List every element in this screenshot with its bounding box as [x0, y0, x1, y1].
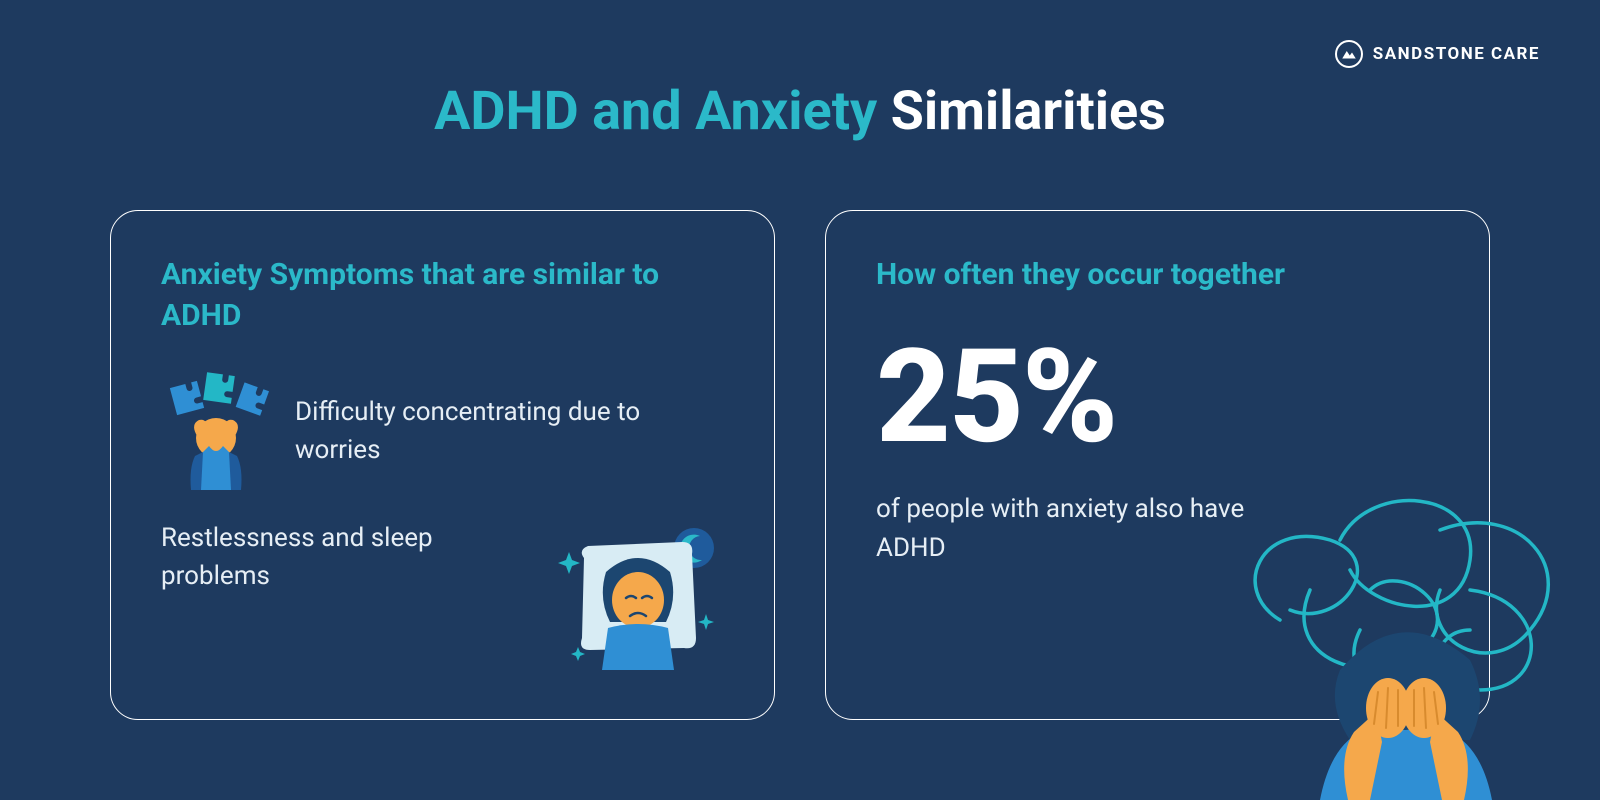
stressed-person-scribble-icon	[1220, 480, 1580, 800]
infographic-canvas: SANDSTONE CARE ADHD and Anxiety Similari…	[0, 0, 1600, 800]
title-accent: ADHD and Anxiety	[434, 80, 877, 143]
stat-caption: of people with anxiety also have ADHD	[876, 490, 1256, 568]
symptom-item: Difficulty concentrating due to worries	[161, 372, 724, 492]
brand-logo: SANDSTONE CARE	[1335, 40, 1540, 68]
symptoms-panel: Anxiety Symptoms that are similar to ADH…	[110, 210, 775, 720]
page-title: ADHD and Anxiety Similarities	[0, 80, 1600, 143]
title-plain: Similarities	[891, 80, 1166, 143]
mountain-icon	[1335, 40, 1363, 68]
stat-heading: How often they occur together	[876, 255, 1439, 296]
puzzle-head-icon	[161, 372, 271, 492]
symptom-text: Restlessness and sleep problems	[161, 520, 461, 595]
symptom-item: Restlessness and sleep problems	[161, 520, 724, 670]
stat-value: 25%	[876, 332, 1439, 462]
symptoms-heading: Anxiety Symptoms that are similar to ADH…	[161, 255, 724, 336]
sleep-icon	[554, 520, 724, 670]
brand-name: SANDSTONE CARE	[1373, 44, 1540, 64]
symptom-text: Difficulty concentrating due to worries	[295, 394, 724, 469]
